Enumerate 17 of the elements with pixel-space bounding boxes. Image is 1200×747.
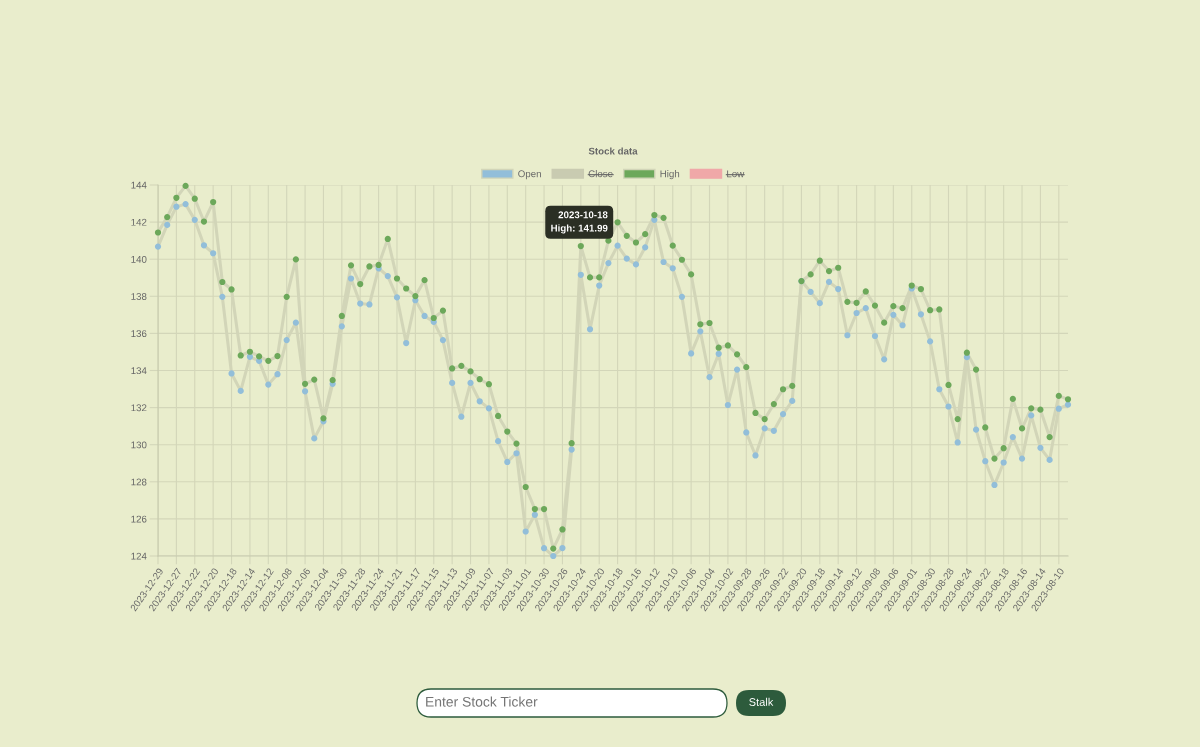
- y-tick-label: 128: [131, 478, 147, 486]
- chart-title: Stock data: [588, 147, 638, 155]
- annotation: 2023-10-18 High: 141.99: [551, 211, 608, 234]
- text: Stalk: [749, 697, 774, 706]
- y-tick-label: 126: [131, 515, 147, 523]
- y-tick-label: 142: [131, 218, 147, 226]
- y-tick-label: 138: [131, 293, 147, 300]
- legend-label: Open: [518, 170, 541, 180]
- y-tick-label: 132: [131, 404, 147, 412]
- y-tick-label: 124: [131, 552, 147, 560]
- legend-label: High: [660, 170, 680, 180]
- y-tick-label: 134: [131, 367, 147, 375]
- y-tick-label: 130: [131, 441, 147, 449]
- y-tick-label: 144: [131, 181, 147, 189]
- y-tick-label: 136: [131, 330, 147, 338]
- text: Enter Stock Ticker: [426, 696, 538, 707]
- y-tick-label: 140: [131, 255, 147, 263]
